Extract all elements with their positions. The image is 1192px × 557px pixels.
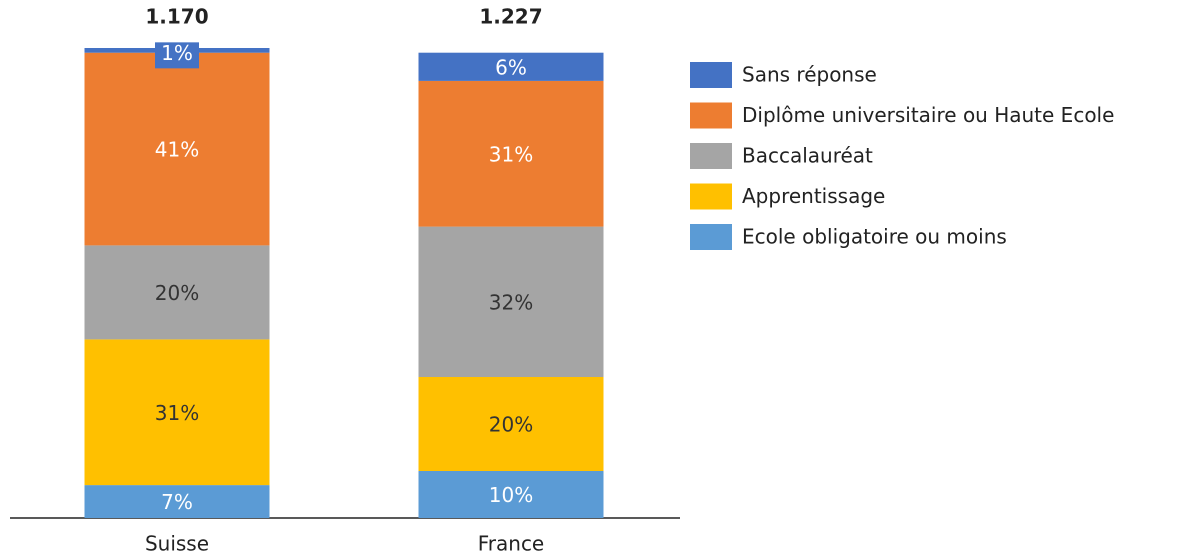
legend-swatch (690, 224, 732, 250)
legend-label: Diplôme universitaire ou Haute Ecole (742, 103, 1114, 127)
bar-segment (84, 52, 270, 246)
legend-label: Apprentissage (742, 184, 885, 208)
data-label: 20% (155, 281, 199, 305)
x-tick-label: France (478, 532, 545, 556)
bar-segment (84, 339, 270, 486)
data-label: 6% (495, 55, 527, 79)
legend-label: Baccalauréat (742, 144, 873, 168)
legend-swatch (690, 183, 732, 210)
data-label: 1% (161, 41, 193, 65)
bar-segment (418, 226, 604, 377)
bar-segment (418, 377, 604, 471)
data-label: 20% (489, 413, 533, 437)
data-label: 32% (489, 290, 533, 314)
data-label: 31% (489, 142, 533, 166)
data-label: 31% (155, 401, 199, 425)
data-label: 41% (155, 138, 199, 162)
legend-swatch (690, 102, 732, 129)
total-label: 1.170 (145, 5, 208, 29)
bar-segment (84, 245, 270, 340)
bar-segment (84, 485, 270, 518)
bar-segment (418, 80, 604, 227)
bar-segment (418, 52, 604, 81)
legend-swatch (690, 62, 732, 88)
legend-label: Sans réponse (742, 63, 877, 87)
legend-swatch (690, 143, 732, 169)
bar-segment (418, 471, 604, 518)
data-label: 7% (161, 490, 193, 514)
label-box (155, 42, 199, 69)
data-label: 10% (489, 483, 533, 507)
x-tick-label: Suisse (145, 532, 209, 556)
total-label: 1.227 (479, 5, 542, 29)
legend-label: Ecole obligatoire ou moins (742, 225, 1007, 249)
